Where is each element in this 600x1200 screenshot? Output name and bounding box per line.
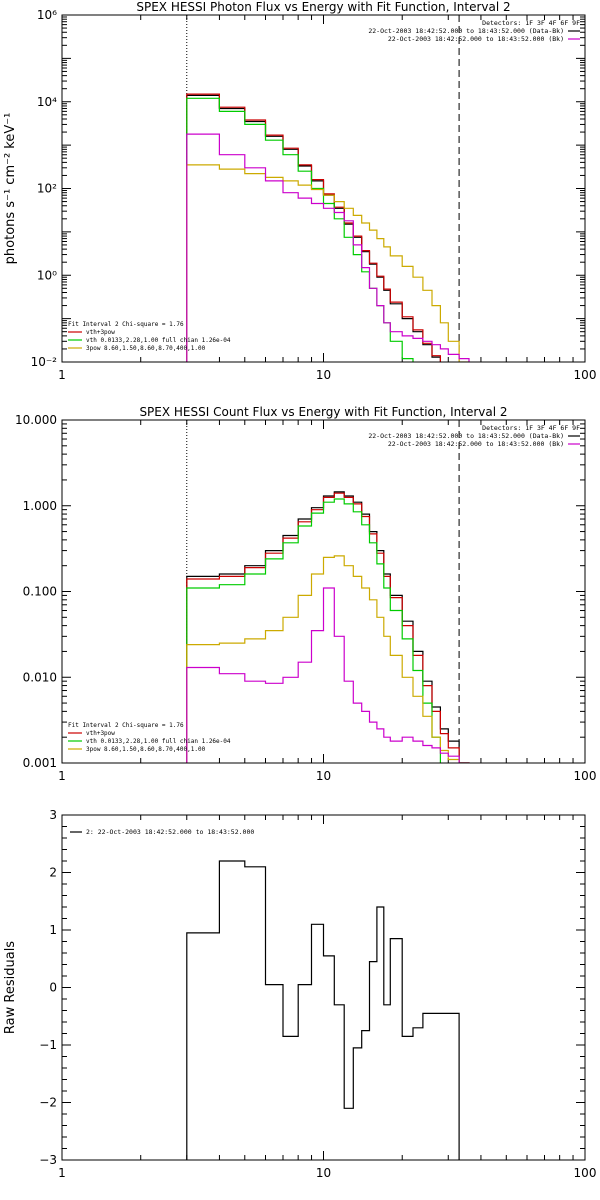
y-tick-label: 2 bbox=[49, 866, 57, 880]
series-line-vth-3pow bbox=[186, 492, 470, 763]
y-tick-label: 0.100 bbox=[23, 585, 57, 599]
y-tick-label: −1 bbox=[39, 1038, 57, 1052]
y-tick-label: 3 bbox=[49, 808, 57, 822]
legend-fit-interval: Fit Interval 2 Chi-square = 1.76 bbox=[68, 722, 184, 729]
x-tick-label: 10 bbox=[316, 368, 331, 382]
y-axis-label: Raw Residuals bbox=[3, 941, 18, 1034]
series-line-residuals bbox=[186, 860, 460, 1160]
y-tick-label: 1 bbox=[49, 923, 57, 937]
x-tick-label: 10 bbox=[316, 1166, 331, 1180]
y-tick-label: 10⁴ bbox=[37, 95, 57, 109]
y-tick-label: 10⁻² bbox=[31, 355, 58, 369]
x-tick-label: 1 bbox=[58, 368, 66, 382]
plot-frame bbox=[61, 419, 586, 764]
plot-frame bbox=[61, 14, 586, 363]
y-tick-label: 10² bbox=[37, 182, 57, 196]
y-tick-label: 0 bbox=[49, 981, 57, 995]
x-tick-label: 100 bbox=[574, 1166, 597, 1180]
y-tick-label: 10⁶ bbox=[37, 8, 57, 22]
chart-panel-2: SPEX HESSI Count Flux vs Energy with Fit… bbox=[15, 405, 597, 783]
plot-area bbox=[186, 491, 470, 763]
y-tick-label: 1.000 bbox=[23, 499, 57, 513]
plot-frame bbox=[61, 814, 586, 1161]
legend-entry-label: 22-Oct-2003 18:42:52.000 to 18:43:52.000… bbox=[388, 440, 564, 448]
y-axis-label: photons s⁻¹ cm⁻² keV⁻¹ bbox=[3, 113, 18, 265]
series-line-bk bbox=[186, 133, 470, 362]
y-tick-label: 0.010 bbox=[23, 670, 57, 684]
legend-entry-label: 3pow 8.60,1.50,8.60,8.70,400,1.00 bbox=[86, 746, 206, 753]
legend-fit-interval: Fit Interval 2 Chi-square = 1.76 bbox=[68, 321, 184, 328]
chart-panel-1: SPEX HESSI Photon Flux vs Energy with Fi… bbox=[3, 0, 596, 382]
y-tick-label: 0.001 bbox=[23, 756, 57, 770]
series-line-3pow bbox=[186, 164, 470, 362]
legend-entry-label: 22-Oct-2003 18:42:52.000 to 18:43:52.000… bbox=[368, 27, 564, 35]
x-tick-label: 1 bbox=[58, 1166, 66, 1180]
series-line-bk bbox=[186, 587, 470, 763]
plot-area bbox=[186, 860, 460, 1160]
legend-detectors: Detectors: 1F 3F 4F 6F 9F bbox=[482, 424, 580, 432]
y-tick-label: 10⁰ bbox=[37, 268, 57, 282]
plot-area bbox=[186, 93, 470, 362]
x-tick-label: 1 bbox=[58, 769, 66, 783]
y-tick-label: −3 bbox=[39, 1153, 57, 1167]
chart-title: SPEX HESSI Photon Flux vs Energy with Fi… bbox=[136, 0, 510, 14]
series-line-vth bbox=[186, 498, 441, 763]
legend-detectors: Detectors: 1F 3F 4F 6F 9F bbox=[482, 19, 580, 27]
legend-entry-label: 22-Oct-2003 18:42:52.000 to 18:43:52.000… bbox=[368, 432, 564, 440]
legend-entry-label: vth 0.0133,2.28,1.00 full chian 1.26e-04 bbox=[86, 738, 231, 745]
y-tick-label: −2 bbox=[39, 1096, 57, 1110]
legend-entry-label: vth 0.0133,2.28,1.00 full chian 1.26e-04 bbox=[86, 337, 231, 344]
legend-entry-label: 3pow 8.60,1.50,8.60,8.70,400,1.00 bbox=[86, 345, 206, 352]
series-line-3pow bbox=[186, 555, 470, 763]
x-tick-label: 100 bbox=[574, 769, 597, 783]
series-line-vth bbox=[186, 97, 414, 362]
x-tick-label: 10 bbox=[316, 769, 331, 783]
y-tick-label: 10.000 bbox=[15, 413, 57, 427]
series-line-data-bk bbox=[186, 94, 441, 362]
series-line-vth-3pow bbox=[186, 93, 441, 362]
legend-entry-label: vth+3pow bbox=[86, 730, 115, 737]
series-line-data-bk bbox=[186, 491, 470, 763]
legend-entry-label: 22-Oct-2003 18:42:52.000 to 18:43:52.000… bbox=[388, 35, 564, 43]
x-tick-label: 100 bbox=[574, 368, 597, 382]
chart-title: SPEX HESSI Count Flux vs Energy with Fit… bbox=[139, 405, 507, 419]
chart-panel-3: Raw Residuals 1 10 100 −3 −2 −1 0 1 2 3 2: 22-Oct-2… bbox=[3, 808, 596, 1180]
legend-entry-label: vth+3pow bbox=[86, 329, 115, 336]
legend-interval-label: 2: 22-Oct-2003 18:42:52.000 to 18:43:52.… bbox=[86, 828, 254, 836]
